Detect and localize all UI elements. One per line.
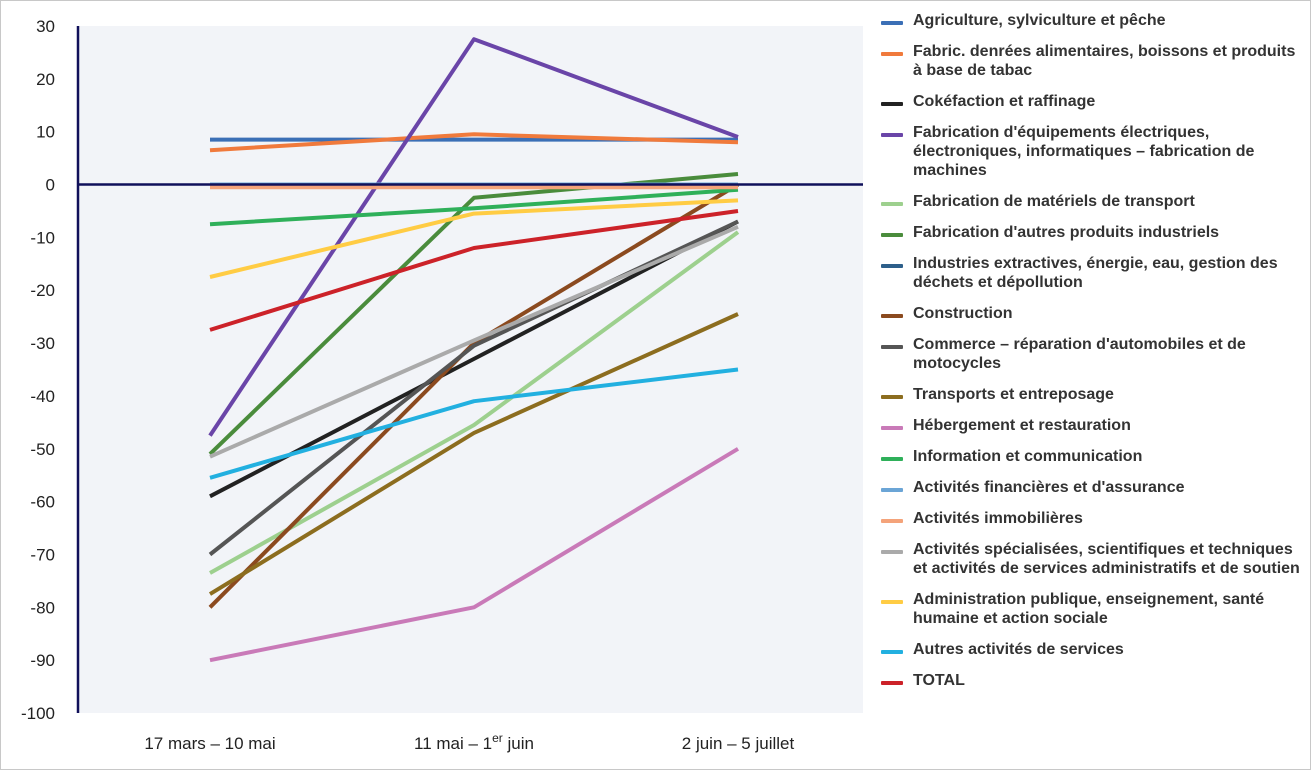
y-tick-label: 10 bbox=[36, 123, 55, 142]
legend-item: Commerce – réparation d'automobiles et d… bbox=[881, 335, 1301, 373]
y-tick-label: -100 bbox=[21, 704, 55, 723]
legend-item: Cokéfaction et raffinage bbox=[881, 92, 1301, 111]
y-tick-label: -20 bbox=[30, 281, 55, 300]
legend-swatch bbox=[881, 314, 903, 318]
legend-label: Fabrication d'équipements électriques, é… bbox=[913, 124, 1255, 179]
legend-swatch bbox=[881, 21, 903, 25]
legend-swatch bbox=[881, 52, 903, 56]
y-tick-label: -70 bbox=[30, 545, 55, 564]
legend-label: Fabric. denrées alimentaires, boissons e… bbox=[913, 43, 1296, 79]
y-tick-label: -30 bbox=[30, 334, 55, 353]
series-line-9 bbox=[208, 312, 739, 596]
legend-item: Industries extractives, énergie, eau, ge… bbox=[881, 254, 1301, 292]
legend-item: Transports et entreposage bbox=[881, 385, 1301, 404]
legend-swatch bbox=[881, 650, 903, 654]
legend-swatch bbox=[881, 519, 903, 523]
legend-label: Information et communication bbox=[913, 448, 1143, 465]
legend-swatch bbox=[881, 488, 903, 492]
legend-item: Information et communication bbox=[881, 447, 1301, 466]
legend-label: Activités immobilières bbox=[913, 510, 1083, 527]
legend-label: Autres activités de services bbox=[913, 641, 1124, 658]
y-tick-label: -90 bbox=[30, 651, 55, 670]
legend-label: Fabrication d'autres produits industriel… bbox=[913, 224, 1220, 241]
legend-label: Agriculture, sylviculture et pêche bbox=[913, 12, 1166, 29]
legend-item: Activités immobilières bbox=[881, 509, 1301, 528]
series-line-7 bbox=[208, 182, 740, 609]
legend-item: Agriculture, sylviculture et pêche bbox=[881, 11, 1301, 30]
series-line-5 bbox=[208, 172, 739, 456]
legend-swatch bbox=[881, 600, 903, 604]
legend-swatch bbox=[881, 202, 903, 206]
legend-label: Commerce – réparation d'automobiles et d… bbox=[913, 336, 1246, 372]
x-tick-label: 17 mars – 10 mai bbox=[144, 734, 275, 753]
series-line-4 bbox=[209, 230, 740, 575]
y-tick-label: -10 bbox=[30, 228, 55, 247]
series-line-17 bbox=[209, 209, 739, 332]
legend-label: Industries extractives, énergie, eau, ge… bbox=[913, 255, 1278, 291]
legend-swatch bbox=[881, 395, 903, 399]
legend-item: Hébergement et restauration bbox=[881, 416, 1301, 435]
y-axis-ticks: 30 20 10 0 -10 -20 -30 -40 -50 -60 -70 -80 -90 -100 bbox=[21, 17, 55, 723]
x-tick-label: 11 mai – 1er juin bbox=[414, 731, 534, 753]
legend-item: Administration publique, enseignement, s… bbox=[881, 590, 1301, 628]
legend-item: Activités financières et d'assurance bbox=[881, 478, 1301, 497]
y-tick-label: 20 bbox=[36, 70, 55, 89]
y-tick-label: -60 bbox=[30, 493, 55, 512]
y-tick-label: 0 bbox=[46, 176, 55, 195]
legend: Agriculture, sylviculture et pêche Fabric… bbox=[881, 11, 1301, 702]
x-axis-ticks: 17 mars – 10 mai 11 mai – 1er juin 2 juin … bbox=[144, 731, 794, 753]
legend-item: Autres activités de services bbox=[881, 640, 1301, 659]
line-chart: 30 20 10 0 -10 -20 -30 -40 -50 -60 -70 -80 -90 -100 1… bbox=[21, 17, 863, 753]
series-line-15 bbox=[209, 198, 739, 279]
y-tick-label: 30 bbox=[36, 17, 55, 36]
legend-swatch bbox=[881, 426, 903, 430]
legend-item: Construction bbox=[881, 304, 1301, 323]
legend-label: Transports et entreposage bbox=[913, 386, 1114, 403]
series-lines bbox=[208, 37, 740, 663]
x-tick-label: 2 juin – 5 juillet bbox=[682, 734, 795, 753]
legend-item: Fabrication de matériels de transport bbox=[881, 192, 1301, 211]
y-tick-label: -50 bbox=[30, 440, 55, 459]
series-line-14 bbox=[209, 224, 739, 459]
series-line-16 bbox=[209, 367, 739, 480]
legend-label: Administration publique, enseignement, s… bbox=[913, 591, 1265, 627]
legend-label: TOTAL bbox=[913, 672, 965, 689]
legend-swatch bbox=[881, 550, 903, 554]
legend-item: Fabric. denrées alimentaires, boissons e… bbox=[881, 42, 1301, 80]
legend-item: Fabrication d'équipements électriques, é… bbox=[881, 123, 1301, 180]
legend-swatch bbox=[881, 233, 903, 237]
legend-item: Fabrication d'autres produits industriel… bbox=[881, 223, 1301, 242]
legend-swatch bbox=[881, 681, 903, 685]
y-tick-label: -40 bbox=[30, 387, 55, 406]
series-line-10 bbox=[209, 447, 740, 663]
legend-label: Construction bbox=[913, 305, 1013, 322]
legend-label: Hébergement et restauration bbox=[913, 417, 1131, 434]
legend-label: Activités spécialisées, scientifiques et… bbox=[913, 541, 1300, 577]
legend-item: TOTAL bbox=[881, 671, 1301, 690]
legend-swatch bbox=[881, 133, 903, 137]
legend-swatch bbox=[881, 102, 903, 106]
y-tick-label: -80 bbox=[30, 598, 55, 617]
legend-swatch bbox=[881, 264, 903, 268]
legend-swatch bbox=[881, 345, 903, 349]
series-line-11 bbox=[209, 187, 739, 227]
legend-label: Cokéfaction et raffinage bbox=[913, 93, 1096, 110]
series-line-1 bbox=[209, 132, 739, 153]
legend-label: Fabrication de matériels de transport bbox=[913, 193, 1195, 210]
legend-label: Activités financières et d'assurance bbox=[913, 479, 1185, 496]
legend-swatch bbox=[881, 457, 903, 461]
legend-item: Activités spécialisées, scientifiques et… bbox=[881, 540, 1301, 578]
